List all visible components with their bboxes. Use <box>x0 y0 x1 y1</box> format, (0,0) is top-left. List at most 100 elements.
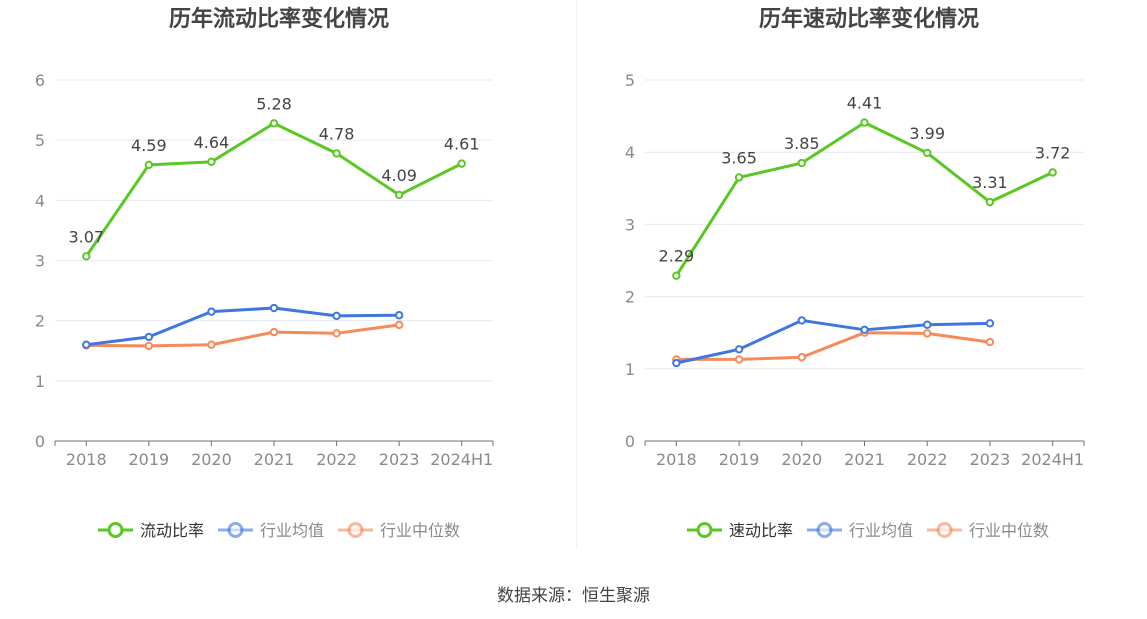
data-point <box>394 311 404 320</box>
chart-title: 历年速动比率变化情况 <box>759 6 979 32</box>
data-label: 4.41 <box>847 94 883 113</box>
series-line <box>675 121 1054 277</box>
x-tick-label: 2018 <box>66 450 107 469</box>
data-point <box>797 316 806 325</box>
x-tick-label: 2022 <box>316 450 357 469</box>
legend-item: 行业均值 <box>218 521 324 540</box>
data-point <box>1048 168 1057 177</box>
y-tick-label: 5 <box>625 71 635 90</box>
data-point <box>985 337 995 347</box>
data-label: 5.28 <box>256 94 292 113</box>
series-line <box>86 323 400 348</box>
legend-item: 行业中位数 <box>927 521 1049 540</box>
chart-title: 历年流动比率变化情况 <box>169 6 389 32</box>
x-tick-label: 2021 <box>254 450 295 469</box>
data-point <box>394 190 404 200</box>
series-line <box>86 306 400 347</box>
data-point <box>207 307 216 316</box>
data-point <box>734 345 744 354</box>
legend-label: 行业均值 <box>849 521 913 540</box>
legend-item: 行业中位数 <box>338 521 460 540</box>
data-label: 4.61 <box>444 135 480 154</box>
x-tick-label: 2024H1 <box>430 450 493 469</box>
x-tick-label: 2019 <box>719 450 760 469</box>
quick-ratio-chart-svg: 历年速动比率变化情况 0 1 2 3 4 5 2018 2019 2020 2021 2022 2023… <box>625 6 1085 540</box>
data-point <box>985 197 995 207</box>
data-label: 3.99 <box>909 124 945 143</box>
data-label: 2.29 <box>659 247 695 266</box>
data-point <box>797 353 806 362</box>
y-tick-label: 0 <box>35 432 45 451</box>
x-tick-label: 2022 <box>907 450 948 469</box>
data-point <box>269 303 279 313</box>
data-label: 3.07 <box>68 227 104 246</box>
legend-item: 速动比率 <box>687 521 793 540</box>
y-tick-label: 5 <box>35 131 45 150</box>
data-label: 4.64 <box>194 133 230 152</box>
data-point <box>923 320 932 329</box>
legend-label: 行业中位数 <box>380 521 460 540</box>
data-point <box>82 340 91 349</box>
data-point <box>269 119 279 128</box>
data-label: 3.72 <box>1035 143 1071 162</box>
data-point <box>144 332 154 342</box>
data-label: 4.78 <box>319 124 355 143</box>
y-tick-label: 3 <box>35 252 45 271</box>
x-tick-label: 2018 <box>656 450 697 469</box>
y-tick-label: 1 <box>625 360 635 379</box>
legend-label: 速动比率 <box>729 521 793 540</box>
x-tick-label: 2024H1 <box>1021 450 1084 469</box>
data-point <box>985 319 995 328</box>
data-point <box>860 118 869 127</box>
data-point <box>923 329 932 338</box>
data-point <box>860 325 869 335</box>
legend-label: 行业均值 <box>260 521 324 540</box>
y-tick-label: 6 <box>35 71 45 90</box>
legend-marker <box>936 522 953 538</box>
y-tick-label: 0 <box>625 432 635 451</box>
data-label: 3.31 <box>972 173 1008 192</box>
legend-marker <box>816 522 833 538</box>
legend-marker <box>227 522 244 538</box>
data-point <box>82 252 91 261</box>
data-point <box>207 340 216 349</box>
data-point <box>332 311 341 321</box>
y-tick-label: 2 <box>625 288 635 307</box>
x-tick-label: 2023 <box>970 450 1011 469</box>
series-line <box>676 331 991 361</box>
data-point <box>457 159 466 168</box>
legend-item: 流动比率 <box>98 521 204 540</box>
current-ratio-chart: 历年流动比率变化情况 0 1 2 3 4 5 6 2018 2019 2020 2021 2022 202… <box>0 0 576 560</box>
legend-label: 流动比率 <box>140 521 204 540</box>
data-point <box>332 149 341 158</box>
y-tick-label: 4 <box>625 143 635 162</box>
legend-marker <box>696 522 713 538</box>
legend-label: 行业中位数 <box>969 521 1049 540</box>
x-tick-label: 2021 <box>844 450 885 469</box>
data-label: 4.09 <box>381 166 417 185</box>
data-label: 3.65 <box>721 148 757 167</box>
data-point <box>797 158 806 168</box>
data-source-note: 数据来源：恒生聚源 <box>497 586 650 606</box>
data-point <box>734 355 744 364</box>
y-tick-label: 2 <box>35 312 45 331</box>
current-ratio-chart-svg: 历年流动比率变化情况 0 1 2 3 4 5 6 2018 2019 2020 2021 2022 202… <box>35 6 494 540</box>
x-tick-label: 2023 <box>379 450 420 469</box>
data-label: 4.59 <box>131 136 167 155</box>
data-point <box>394 320 404 330</box>
chart-divider <box>576 0 577 548</box>
y-tick-label: 3 <box>625 215 635 234</box>
legend-marker <box>107 522 124 538</box>
data-label: 3.85 <box>784 134 820 153</box>
x-tick-label: 2019 <box>128 450 169 469</box>
data-point <box>672 358 681 368</box>
data-point <box>144 341 154 351</box>
quick-ratio-chart: 历年速动比率变化情况 0 1 2 3 4 5 2018 2019 2020 2021 2022 2023… <box>577 0 1147 560</box>
series-line <box>676 318 990 365</box>
data-point <box>923 148 932 158</box>
legend-marker <box>347 522 364 538</box>
y-tick-label: 1 <box>35 372 45 391</box>
x-tick-label: 2020 <box>191 450 232 469</box>
data-point <box>672 271 681 280</box>
data-point <box>332 329 341 338</box>
